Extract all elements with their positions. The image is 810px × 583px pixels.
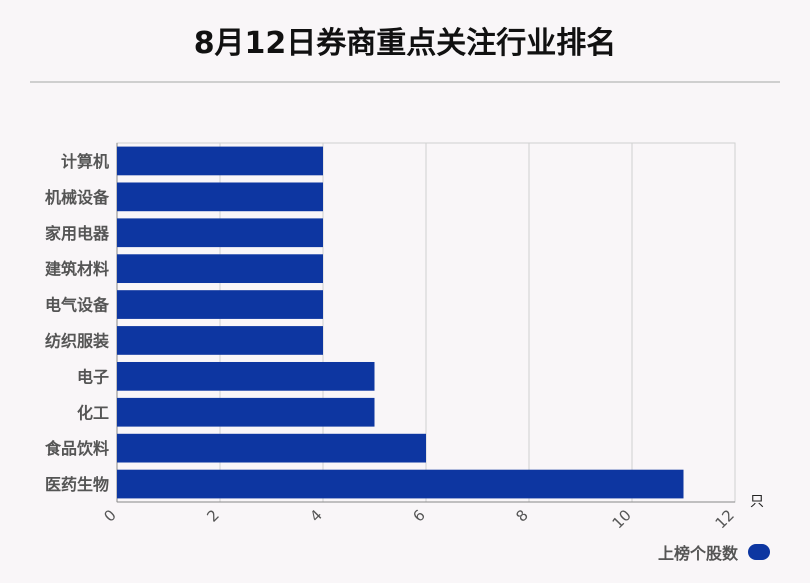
y-category-label: 家用电器 [45,224,110,243]
x-tick-label: 2 [203,506,222,525]
bar [117,326,323,355]
bar [117,290,323,319]
y-category-label: 建筑材料 [45,260,109,279]
bar [117,182,323,212]
x-tick-label: 4 [306,506,325,525]
bar [117,254,323,284]
bar [117,433,426,463]
x-tick-label: 10 [609,506,635,532]
legend-swatch [748,544,770,560]
bar [117,469,684,499]
x-unit-label: 只 [750,494,764,510]
title-divider [30,81,780,83]
bar [117,218,323,248]
x-tick-label: 0 [100,506,119,525]
legend: 上榜个股数 [658,540,770,564]
y-category-label: 纺织服装 [45,331,109,350]
y-category-label: 食品饮料 [44,439,109,458]
y-category-label: 计算机 [61,152,109,171]
bar [117,397,375,427]
y-category-label: 医药生物 [45,475,109,494]
legend-label: 上榜个股数 [657,544,738,563]
y-category-label: 电气设备 [45,296,110,315]
bar [117,146,323,176]
bar [117,361,375,391]
x-tick-label: 8 [512,506,531,525]
chart-title: 8月12日券商重点关注行业排名 [193,26,617,61]
y-category-label: 电子 [77,367,109,386]
x-tick-label: 12 [712,506,738,532]
x-tick-label: 6 [409,506,428,525]
y-category-label: 机械设备 [45,188,110,207]
y-category-label: 化工 [77,403,109,422]
